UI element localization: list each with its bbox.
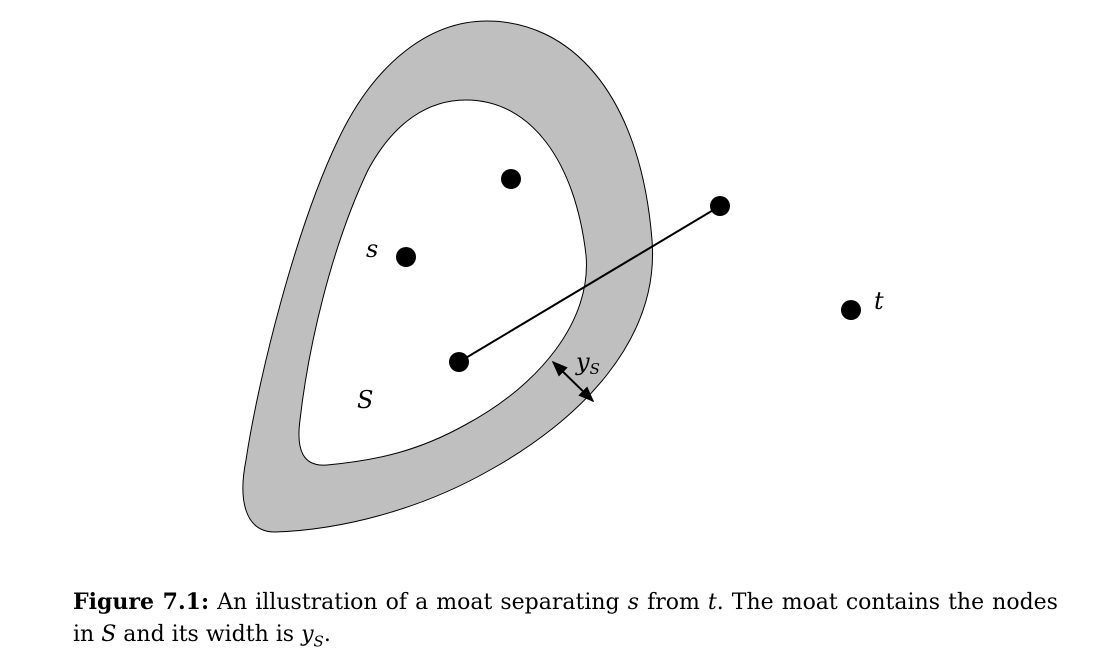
label-S: S bbox=[357, 386, 373, 414]
caption-text-1: An illustration of a moat separating bbox=[217, 590, 620, 615]
set-S-inner-region bbox=[298, 99, 587, 466]
caption-text-2: from bbox=[647, 590, 700, 615]
moat-width-arrow bbox=[551, 360, 595, 403]
label-moat-width-sub: S bbox=[590, 360, 600, 378]
label-t: t bbox=[874, 287, 884, 315]
figure-caption: Figure 7.1: An illustration of a moat se… bbox=[73, 586, 1058, 657]
node-outside bbox=[710, 196, 730, 216]
caption-text-3: . The moat contains the nodes in bbox=[73, 590, 1058, 647]
node-inner-bottom bbox=[449, 352, 469, 372]
moat-diagram: s t S yS bbox=[242, 20, 884, 533]
label-moat-width: yS bbox=[575, 348, 600, 378]
label-s: s bbox=[366, 235, 378, 263]
caption-text-4: and its width is bbox=[123, 622, 295, 647]
label-moat-width-base: y bbox=[575, 348, 590, 376]
caption-var-t: t bbox=[707, 590, 717, 615]
caption-var-y-base: y bbox=[301, 622, 314, 647]
node-s bbox=[396, 247, 416, 267]
caption-var-s: s bbox=[627, 590, 639, 615]
caption-var-y: yS bbox=[301, 622, 324, 651]
node-inner-top bbox=[501, 169, 521, 189]
caption-var-y-sub: S bbox=[313, 632, 324, 651]
edge-line bbox=[458, 205, 721, 363]
caption-var-S: S bbox=[101, 622, 117, 647]
node-t bbox=[841, 300, 861, 320]
figure-label: Figure 7.1: bbox=[73, 589, 210, 615]
caption-text-5: . bbox=[323, 622, 331, 647]
